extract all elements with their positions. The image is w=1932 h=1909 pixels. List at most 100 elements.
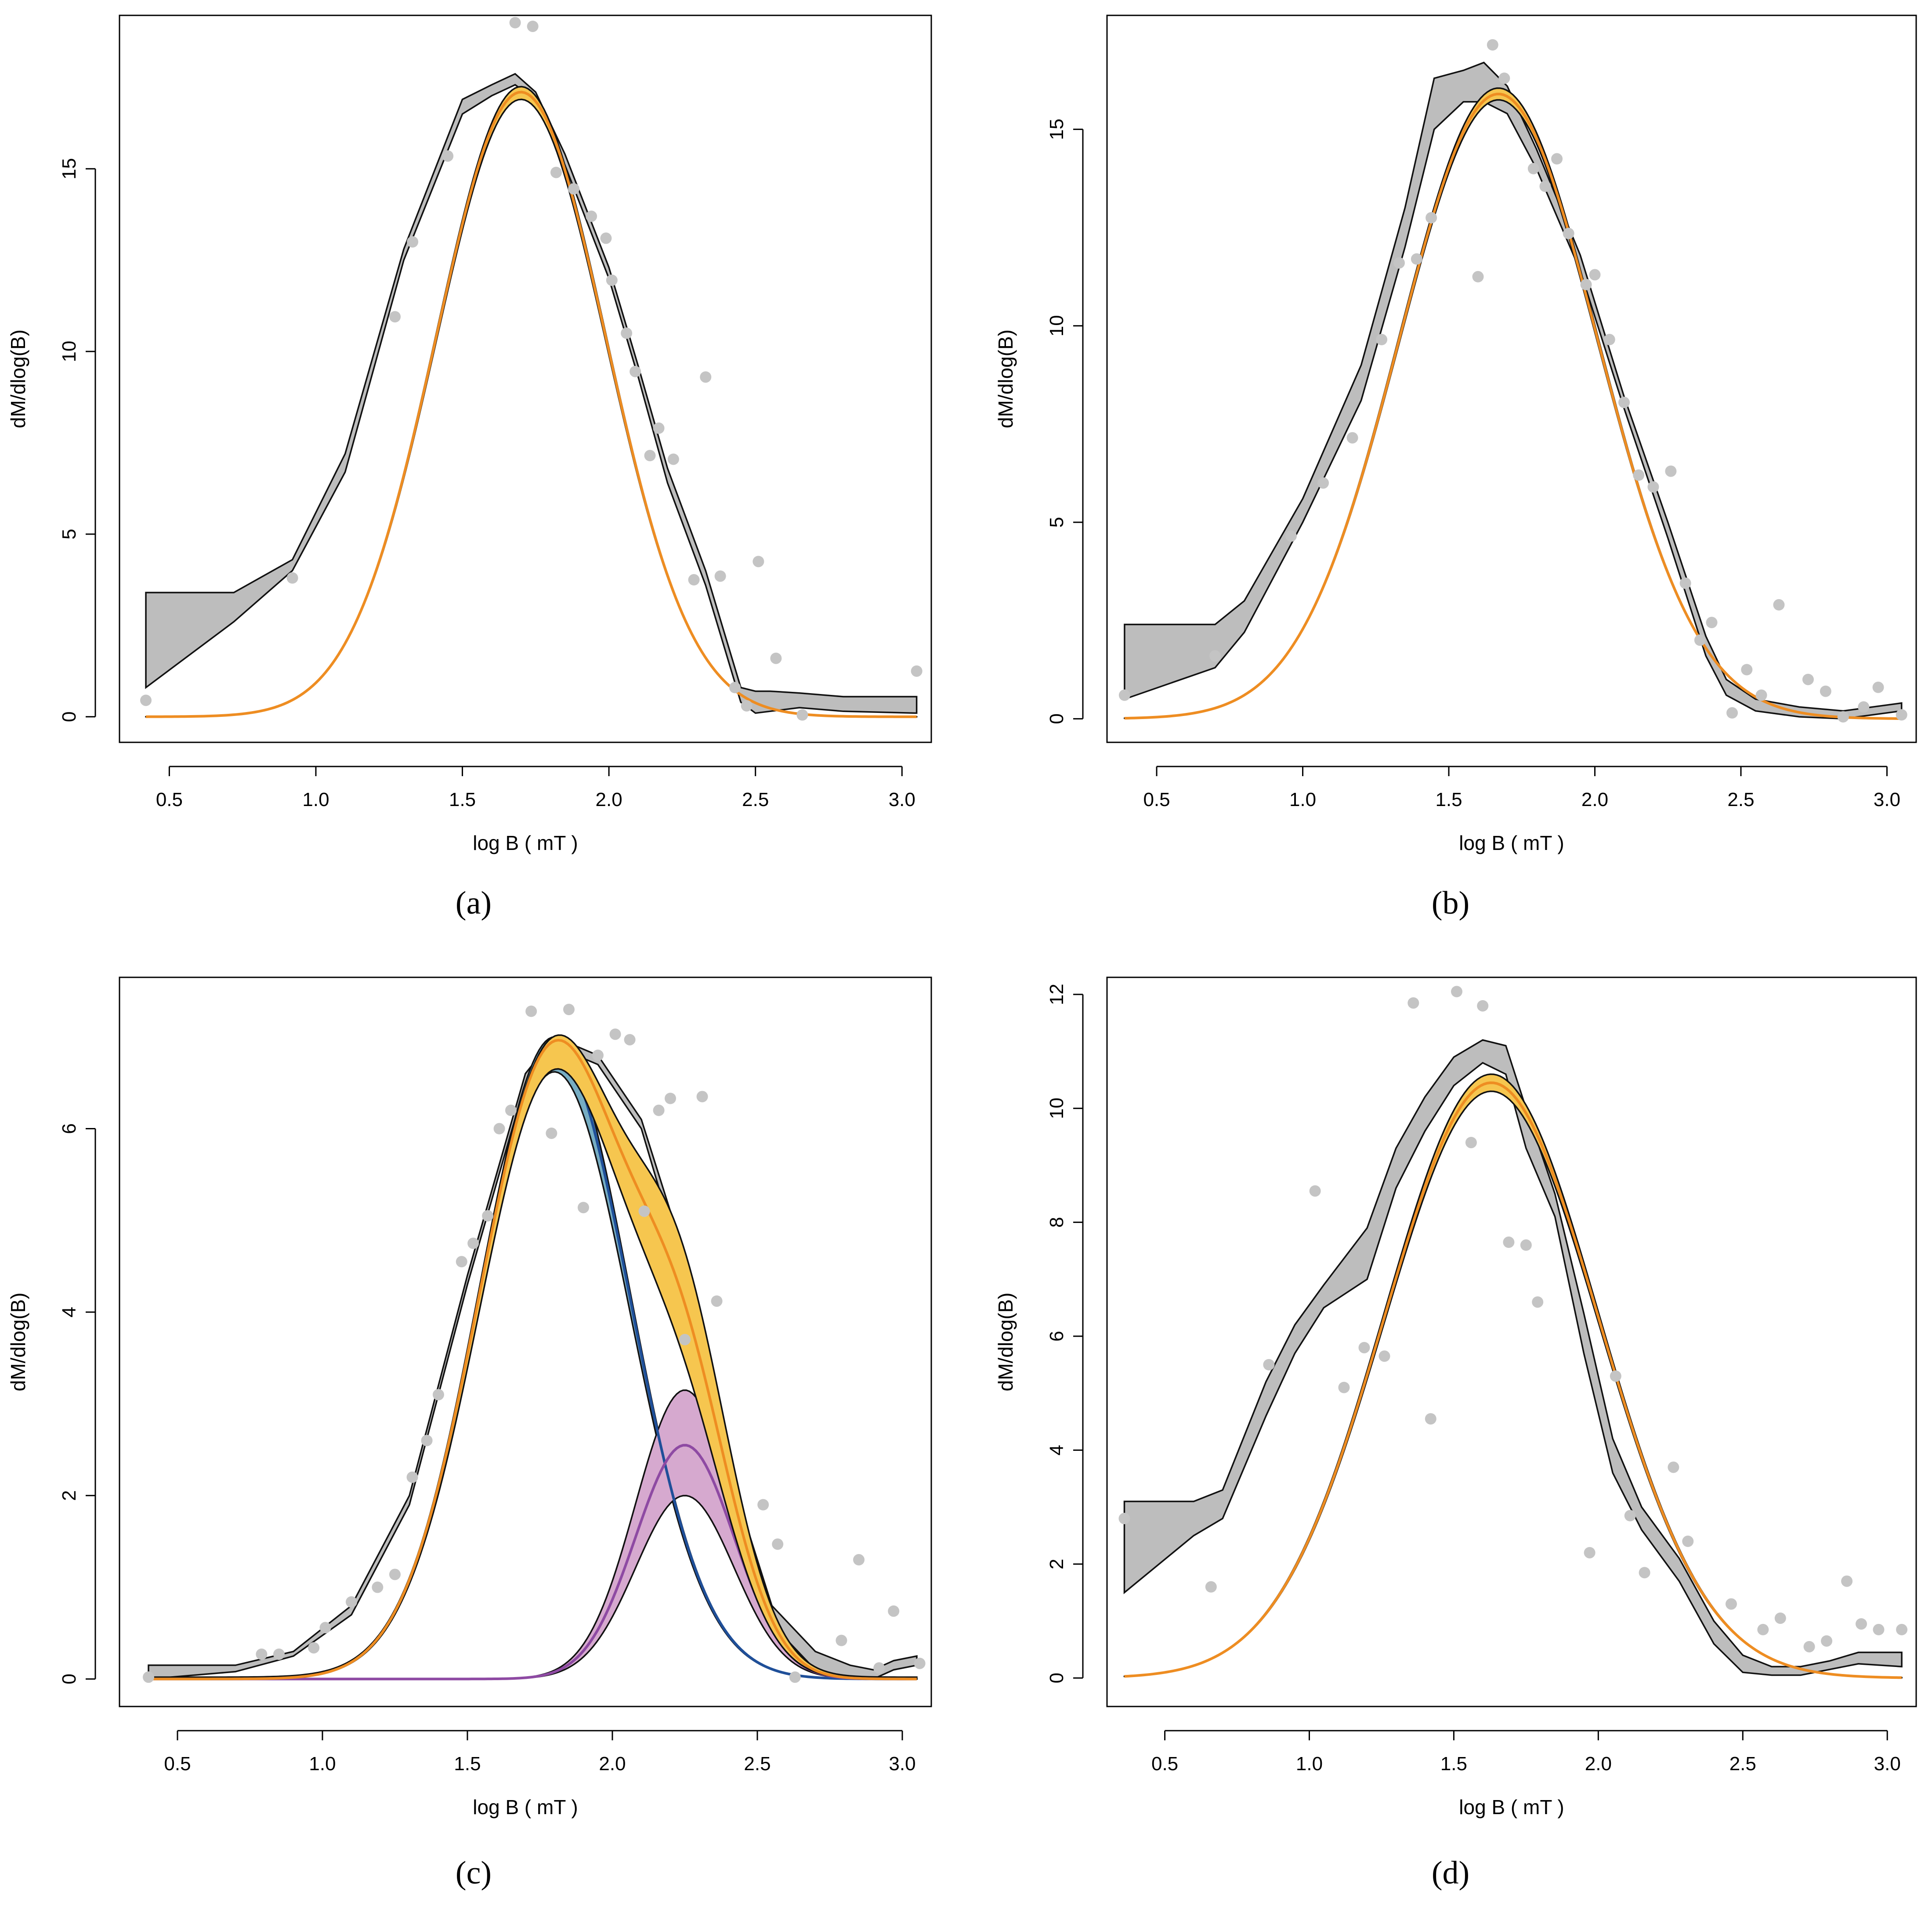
data-point [606,274,618,286]
data-point [1205,1581,1217,1593]
data-point [1841,1575,1853,1587]
panel-a: 0.5 1.0 1.5 2.0 2.5 3.0 0 5 10 15 log B ( mT ) dM/d… [7,14,932,921]
data-point [346,1596,357,1608]
data-point [1378,1350,1390,1362]
data-point [421,1435,433,1446]
data-point [319,1622,331,1634]
data-point [1624,1510,1636,1522]
plot-frame [1106,14,1917,743]
data-point [911,665,923,677]
data-point [1858,701,1870,713]
data-point [621,327,633,339]
data-point [873,1662,885,1674]
data-point [1647,481,1659,493]
y-tick-label: 5 [1046,517,1067,528]
data-point [653,422,665,434]
data-point [1498,72,1510,84]
data-point [1774,1612,1786,1624]
x-tick-label: 2.0 [1585,1753,1612,1775]
x-tick-label: 1.5 [1440,1753,1467,1775]
data-point [1837,711,1849,723]
y-tick-label: 0 [58,1674,80,1684]
data-point [679,1334,691,1345]
data-point [1706,617,1718,629]
x-axis-label: log B ( mT ) [473,832,578,854]
x-tick-label: 1.5 [449,789,476,810]
panel-c: 0.5 1.0 1.5 2.0 2.5 3.0 0 2 4 6 log B ( mT ) dM/dlo… [7,976,932,1891]
data-point [273,1648,285,1660]
total-fit-line [146,90,917,718]
data-point [1896,1623,1908,1635]
data-point [914,1657,926,1669]
data-point [753,556,764,568]
component-1-band [148,1036,918,1680]
data-point [770,652,782,664]
data-point [714,570,726,582]
data-point [1487,39,1498,51]
data-point [1451,986,1463,998]
y-tick-label: 6 [58,1123,80,1134]
data-point [1633,469,1645,481]
data-point [493,1123,505,1135]
data-point [389,311,401,323]
y-tick-label: 6 [1046,1331,1067,1341]
data-point [433,1389,444,1401]
component-1-line [148,1046,917,1681]
data-point [1393,257,1405,269]
data-point [1610,1370,1621,1382]
data-point [1477,1000,1489,1012]
data-point [836,1634,847,1646]
data-point [729,682,741,694]
data-point [505,1104,517,1116]
y-axis-label: dM/dlog(B) [7,329,29,428]
data-point [482,1210,494,1222]
panel-d: 0.5 1.0 1.5 2.0 2.5 3.0 0 2 4 6 8 10 12 log B ( mT ) d… [994,976,1917,1891]
data-point [1803,1641,1815,1652]
data-point [592,1049,604,1061]
data-point [550,166,562,178]
x-tick-label: 3.0 [1874,789,1900,810]
data-point [1309,1185,1321,1197]
y-tick-label: 15 [58,158,80,180]
data-point [286,572,298,584]
data-point [586,210,597,222]
y-tick-label: 4 [58,1307,80,1317]
data-point [1317,477,1329,489]
data-point [578,1202,589,1214]
total-fit-line [1124,93,1902,720]
y-axis-label: dM/dlog(B) [7,1293,29,1392]
y-tick-label: 10 [58,341,80,362]
data-point [1821,1635,1833,1647]
y-tick-label: 10 [1046,315,1067,336]
total-fit-band [148,1034,918,1680]
data-point [1741,664,1753,676]
data-point [568,183,580,195]
data-point [1411,253,1422,265]
data-point [1665,465,1677,477]
y-tick-label: 8 [1046,1217,1067,1227]
x-tick-label: 1.0 [1289,789,1316,810]
plot-area-a [140,17,923,721]
y-tick-label: 0 [1046,713,1067,724]
data-point [406,1471,418,1483]
data-point [1694,634,1706,646]
y-axis-label: dM/dlog(B) [994,1293,1017,1392]
data-point [467,1237,479,1249]
data-point [1425,212,1437,224]
x-tick-label: 3.0 [889,789,915,810]
plot-frame [119,976,932,1707]
data-point [1407,997,1419,1009]
x-axis-label: log B ( mT ) [1459,832,1564,854]
data-point [1338,1381,1350,1393]
x-tick-label: 0.5 [1143,789,1170,810]
data-point [772,1538,784,1550]
data-point [1346,432,1358,444]
data-point [1679,577,1691,589]
empirical-band [145,72,918,714]
data-point [644,450,656,462]
data-point [389,1569,401,1580]
x-tick-label: 0.5 [1151,1753,1178,1775]
data-point [1773,599,1785,611]
panel-caption: (d) [1432,1855,1469,1891]
x-tick-label: 1.5 [1435,789,1462,810]
